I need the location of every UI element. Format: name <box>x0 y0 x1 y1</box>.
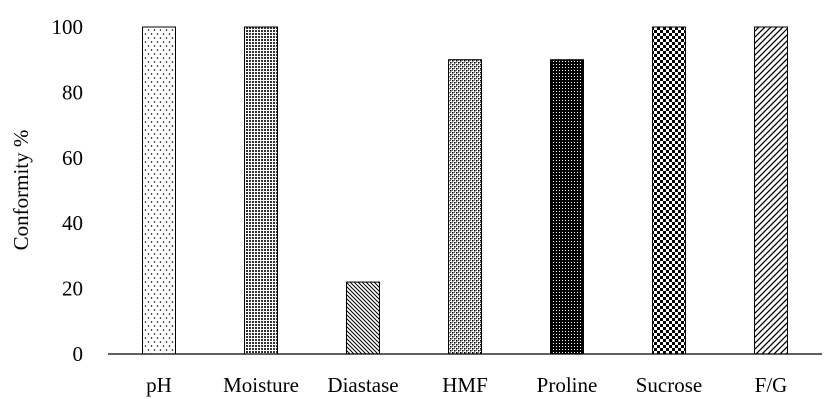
bar-hmf <box>448 59 482 355</box>
y-tick-label: 60 <box>62 146 83 170</box>
y-axis-ticks: 0 20 40 60 80 100 <box>52 15 84 366</box>
category-label: Moisture <box>223 373 299 397</box>
y-tick-label: 0 <box>73 342 84 366</box>
bar-f-g <box>754 26 788 355</box>
category-label: Sucrose <box>636 373 703 397</box>
y-tick-label: 100 <box>52 15 84 39</box>
category-label: Proline <box>537 373 598 397</box>
category-label: pH <box>146 373 172 397</box>
y-axis-title: Conformity % <box>9 130 33 251</box>
bar-proline <box>550 59 584 355</box>
y-tick-label: 40 <box>62 211 83 235</box>
bar-sucrose <box>652 26 686 355</box>
bars <box>142 26 788 355</box>
category-label: HMF <box>442 373 488 397</box>
y-tick-label: 80 <box>62 80 83 104</box>
bar-diastase <box>346 281 380 355</box>
bar-ph <box>142 26 176 355</box>
bar-moisture <box>244 26 278 355</box>
y-tick-label: 20 <box>62 277 83 301</box>
category-labels: pH Moisture Diastase HMF Proline Sucrose F/G <box>146 373 787 397</box>
category-label: Diastase <box>327 373 398 397</box>
category-label: F/G <box>755 373 788 397</box>
